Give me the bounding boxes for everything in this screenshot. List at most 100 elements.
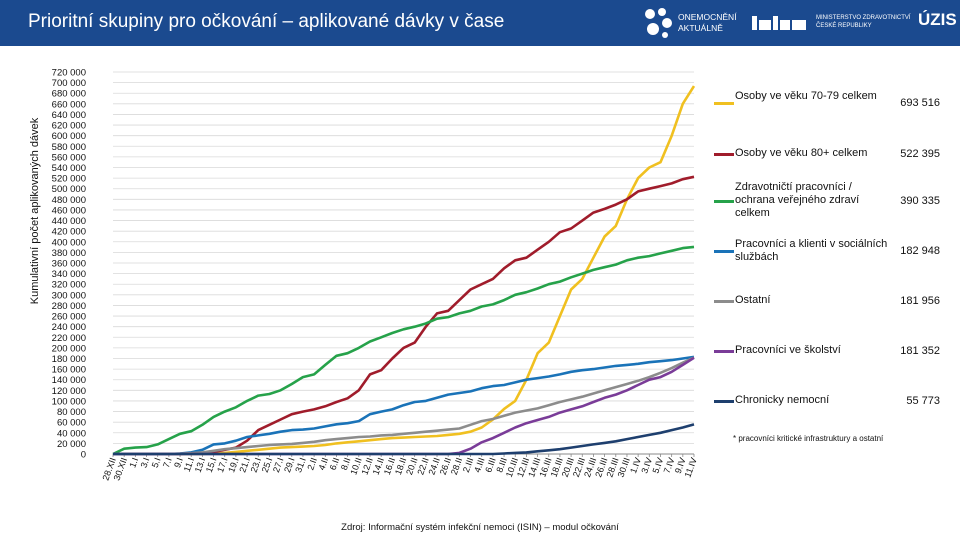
y-tick-label: 440 000 — [52, 216, 86, 227]
legend-item: Pracovníci ve školství 181 352 — [714, 344, 954, 357]
legend-item: Zdravotničtí pracovníci / ochrana veřejn… — [714, 181, 954, 220]
y-tick-label: 20 000 — [57, 439, 86, 450]
legend-value: 522 395 — [900, 147, 940, 160]
y-tick-label: 160 000 — [52, 365, 86, 376]
logo-mzcr-line2: ČESKÉ REPUBLIKY — [816, 23, 872, 29]
y-tick-label: 180 000 — [52, 354, 86, 365]
x-tick-label: 21.I — [237, 456, 252, 474]
series-line-3 — [113, 355, 695, 456]
x-tick-label: 5.I — [150, 456, 163, 469]
y-tick-label: 500 000 — [52, 184, 86, 195]
legend-label: Osoby ve věku 80+ celkem — [735, 147, 868, 159]
x-tick-label: 8.III — [494, 456, 509, 474]
legend-item: Ostatní 181 956 — [714, 294, 954, 307]
legend-swatch — [714, 399, 734, 403]
logo-onemocneni-line2: AKTUÁLNĚ — [678, 23, 723, 33]
y-tick-label: 300 000 — [52, 290, 86, 301]
x-tick-label: 1.I — [127, 456, 140, 469]
y-tick-label: 40 000 — [57, 428, 86, 439]
legend-value: 182 948 — [900, 245, 940, 257]
legend-item: Osoby ve věku 70-79 celkem 693 516 — [714, 90, 954, 116]
y-tick-label: 60 000 — [57, 418, 86, 429]
logo-onemocneni-line1: ONEMOCNĚNÍ — [678, 12, 737, 22]
y-tick-label: 560 000 — [52, 152, 86, 163]
x-tick-label: 17.I — [215, 456, 230, 474]
legend-swatch — [714, 349, 734, 353]
legend-value: 55 773 — [906, 394, 940, 407]
y-tick-label: 280 000 — [52, 301, 86, 312]
y-tick-label: 480 000 — [52, 195, 86, 206]
y-tick-label: 600 000 — [52, 131, 86, 142]
y-tick-label: 220 000 — [52, 333, 86, 344]
y-tick-label: 120 000 — [52, 386, 86, 397]
legend-item: Chronicky nemocní 55 773 — [714, 394, 954, 407]
x-tick-label: 7.I — [161, 456, 174, 469]
x-tick-label: 27.I — [271, 456, 286, 474]
x-tick-label: 4.III — [472, 456, 487, 474]
logo-mzcr-line1: MINISTERSTVO ZDRAVOTNICTVÍ — [816, 15, 911, 21]
x-tick-label: 2.II — [305, 456, 319, 471]
x-tick-label: 4.II — [316, 456, 330, 471]
y-tick-label: 400 000 — [52, 237, 86, 248]
series-line-0 — [113, 85, 696, 456]
y-tick-label: 460 000 — [52, 205, 86, 216]
series-line-4 — [113, 356, 695, 456]
onemocneni-logo-icon — [645, 8, 672, 38]
legend-label: Zdravotničtí pracovníci / ochrana veřejn… — [735, 181, 860, 219]
y-tick-label: 100 000 — [52, 396, 86, 407]
legend-label: Pracovníci a klienti v sociálních službá… — [735, 238, 888, 263]
x-tick-label: 23.I — [249, 456, 264, 474]
y-tick-label: 420 000 — [52, 227, 86, 238]
x-tick-label: 25.I — [260, 456, 275, 474]
page-title: Prioritní skupiny pro očkování – aplikov… — [28, 11, 505, 32]
y-tick-label: 360 000 — [52, 259, 86, 270]
source-note: Zdroj: Informační systém infekční nemoci… — [341, 522, 619, 533]
series-line-1 — [113, 175, 695, 456]
y-tick-label: 580 000 — [52, 142, 86, 153]
series-line-6 — [113, 423, 695, 456]
y-tick-label: 340 000 — [52, 269, 86, 280]
legend-value: 181 352 — [900, 344, 940, 357]
y-tick-label: 380 000 — [52, 248, 86, 259]
legend-item: Pracovníci a klienti v sociálních službá… — [714, 238, 954, 264]
y-tick-label: 320 000 — [52, 280, 86, 291]
x-tick-label: 11.I — [182, 456, 196, 473]
y-tick-label: 260 000 — [52, 312, 86, 323]
series-line-2 — [112, 245, 695, 456]
y-tick-label: 700 000 — [52, 78, 86, 89]
y-tick-label: 720 000 — [52, 68, 86, 79]
y-tick-label: 640 000 — [52, 110, 86, 121]
y-tick-label: 80 000 — [57, 407, 86, 418]
x-tick-label: 8.II — [339, 456, 353, 471]
x-tick-label: 2.III — [461, 456, 476, 474]
x-tick-label: 6.III — [483, 456, 498, 474]
uzis-logo: ÚZIS — [918, 10, 957, 29]
y-tick-label: 660 000 — [52, 99, 86, 110]
x-tick-label: 6.II — [328, 456, 342, 471]
legend-value: 693 516 — [900, 97, 940, 109]
y-tick-label: 680 000 — [52, 89, 86, 100]
legend-swatch — [714, 299, 734, 303]
y-tick-label: 140 000 — [52, 375, 86, 386]
x-tick-label: 3.I — [139, 456, 152, 469]
legend-swatch — [714, 102, 734, 105]
legend-label: Osoby ve věku 70-79 celkem — [735, 90, 877, 102]
legend-label: Ostatní — [735, 294, 771, 306]
x-tick-label: 13.I — [193, 456, 208, 474]
mzcr-logo-icon — [752, 16, 806, 30]
y-tick-label: 0 — [81, 450, 86, 461]
logo-mzcr-text: MINISTERSTVO ZDRAVOTNICTVÍ ČESKÉ REPUBLI… — [816, 14, 911, 30]
legend-label: Pracovníci ve školství — [735, 344, 841, 356]
y-tick-label: 200 000 — [52, 343, 86, 354]
x-tick-label: 29.I — [282, 456, 297, 474]
y-tick-label: 540 000 — [52, 163, 86, 174]
x-tick-label: 9.I — [172, 456, 185, 469]
y-tick-label: 240 000 — [52, 322, 86, 333]
legend-item: Osoby ve věku 80+ celkem 522 395 — [714, 147, 954, 160]
legend-swatch — [714, 152, 734, 156]
y-tick-label: 620 000 — [52, 121, 86, 132]
legend-value: 390 335 — [900, 194, 940, 207]
legend-swatch — [714, 250, 734, 253]
y-tick-label: 520 000 — [52, 174, 86, 185]
